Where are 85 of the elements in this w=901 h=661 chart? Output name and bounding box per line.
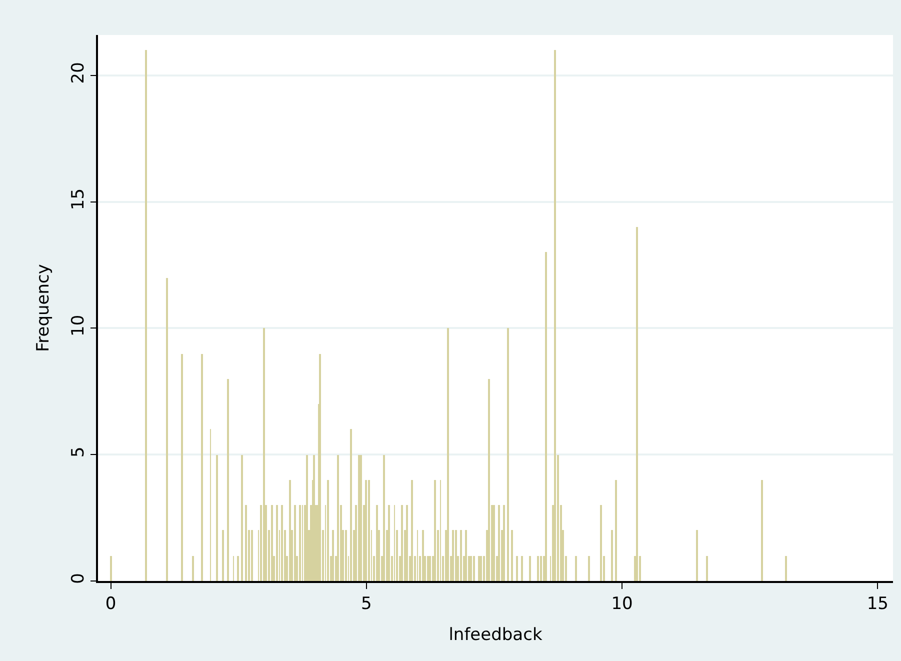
- y-tick-label: 10: [68, 314, 88, 336]
- bar: [237, 556, 239, 581]
- bar: [460, 530, 462, 581]
- bar: [554, 50, 556, 581]
- y-tick-label: 15: [68, 188, 88, 210]
- bar: [181, 354, 183, 581]
- bar: [537, 556, 539, 581]
- bar: [498, 505, 500, 581]
- bar: [761, 480, 763, 581]
- bar: [429, 556, 431, 581]
- bar: [388, 505, 390, 581]
- bar: [345, 530, 347, 581]
- bar: [289, 480, 291, 581]
- bar: [360, 455, 362, 581]
- bar: [785, 556, 787, 581]
- bar: [473, 556, 475, 581]
- bar: [227, 379, 229, 581]
- y-tick-label: 20: [68, 62, 88, 84]
- bar: [145, 50, 147, 581]
- bar: [516, 556, 518, 581]
- bar: [478, 556, 480, 581]
- y-tick-label: 0: [68, 573, 88, 584]
- bar: [427, 556, 429, 581]
- bar: [406, 505, 408, 581]
- bar: [201, 354, 203, 581]
- bar: [281, 505, 283, 581]
- y-tick-label: 5: [68, 446, 88, 458]
- bar: [110, 556, 112, 581]
- bar: [306, 455, 308, 581]
- bar: [166, 278, 168, 581]
- bar: [488, 379, 490, 581]
- x-tick-label: 0: [105, 594, 116, 614]
- bar: [358, 455, 360, 581]
- bar: [480, 556, 482, 581]
- bar: [507, 328, 509, 581]
- x-tick-label: 5: [360, 594, 372, 614]
- bar: [503, 505, 505, 581]
- bar: [470, 556, 472, 581]
- bar: [447, 328, 449, 581]
- bar: [263, 328, 265, 581]
- x-tick-label: 10: [611, 594, 633, 614]
- bar: [383, 455, 385, 581]
- bar: [411, 480, 413, 581]
- bar: [376, 505, 378, 581]
- bar: [529, 556, 531, 581]
- bar: [422, 530, 424, 581]
- bar: [245, 505, 247, 581]
- bar: [636, 227, 638, 581]
- bar: [241, 455, 243, 581]
- bar: [575, 556, 577, 581]
- bar: [706, 556, 708, 581]
- bar: [696, 530, 698, 581]
- bar: [611, 530, 613, 581]
- bar: [313, 455, 315, 581]
- bar: [222, 530, 224, 581]
- bar: [368, 480, 370, 581]
- bar: [276, 505, 278, 581]
- bar: [327, 480, 329, 581]
- x-tick-label: 15: [866, 594, 888, 614]
- bar: [251, 530, 253, 581]
- bar: [216, 455, 218, 581]
- bar: [521, 556, 523, 581]
- bar: [540, 556, 542, 581]
- x-axis-title: lnfeedback: [448, 625, 542, 646]
- bar: [545, 252, 547, 581]
- bar: [299, 505, 301, 581]
- bar: [455, 530, 457, 581]
- bar: [600, 505, 602, 581]
- bar: [615, 480, 617, 581]
- bar: [271, 505, 273, 581]
- bar: [337, 455, 339, 581]
- bar: [434, 480, 436, 581]
- bar: [365, 480, 367, 581]
- bar: [350, 429, 352, 581]
- y-axis-title: Frequency: [34, 264, 54, 352]
- bar: [452, 530, 454, 581]
- bar: [493, 505, 495, 581]
- bar: [319, 354, 321, 581]
- bar: [192, 556, 194, 581]
- bar: [511, 530, 513, 581]
- bar: [465, 530, 467, 581]
- bar: [588, 556, 590, 581]
- bar: [401, 505, 403, 581]
- bar: [332, 530, 334, 581]
- bar: [294, 505, 296, 581]
